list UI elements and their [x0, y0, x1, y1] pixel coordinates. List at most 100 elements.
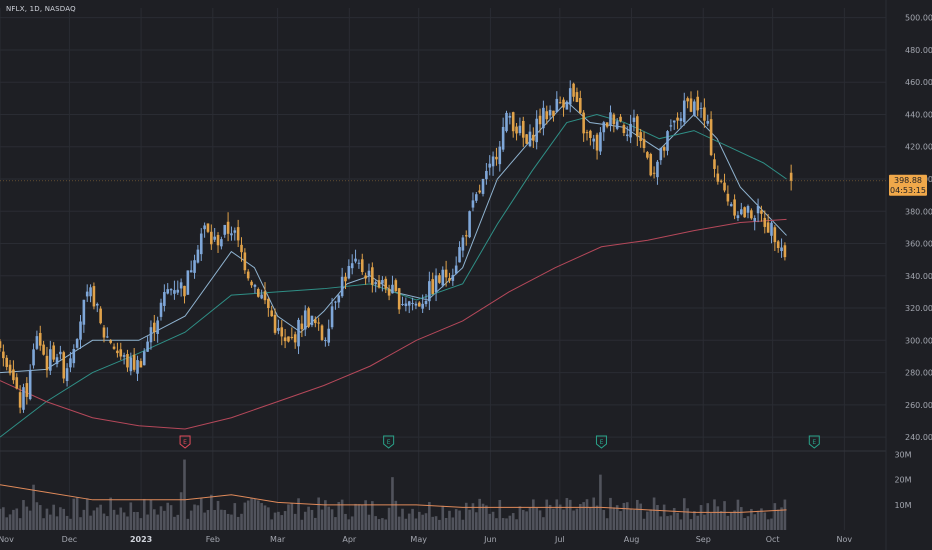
candle-body	[159, 302, 163, 317]
candle-body	[116, 350, 119, 354]
volume-bar	[35, 502, 39, 530]
volume-bar	[199, 498, 203, 530]
volume-bar	[243, 502, 247, 530]
candle-body	[65, 368, 69, 381]
candle-body	[42, 344, 45, 355]
volume-bar	[669, 515, 673, 530]
volume-bar	[52, 504, 55, 530]
candle-body	[220, 239, 223, 247]
volume-bar	[652, 497, 656, 530]
volume-bar	[696, 515, 699, 530]
volume-bar	[85, 498, 89, 530]
volume-bar	[293, 513, 297, 530]
volume-bar	[317, 497, 320, 530]
candle-body	[756, 205, 760, 214]
volume-bar	[528, 507, 532, 530]
candle-body	[142, 351, 146, 366]
volume-tick-label: 20M	[894, 476, 911, 485]
candle-body	[666, 131, 669, 151]
symbol-title[interactable]: NFLX, 1D, NASDAQ	[6, 5, 76, 13]
volume-bar	[756, 510, 760, 530]
volume-bar	[706, 503, 710, 530]
candle-body	[314, 319, 317, 324]
volume-bar	[287, 504, 290, 530]
countdown-value: 04:53:15	[890, 186, 926, 195]
volume-bar	[723, 501, 726, 530]
volume-bar	[421, 514, 424, 530]
volume-bar	[25, 506, 29, 530]
candle-body	[367, 270, 371, 276]
volume-bar	[256, 500, 260, 530]
candle-body	[682, 100, 686, 123]
candle-body	[498, 146, 502, 165]
candle-body	[193, 260, 196, 273]
price-tick-label: 360.00	[905, 240, 932, 249]
candle-body	[381, 280, 384, 284]
candle-body	[776, 241, 780, 249]
candle-body	[320, 325, 324, 340]
volume-bar	[542, 517, 545, 530]
volume-bar	[672, 507, 676, 530]
candle-body	[330, 306, 334, 328]
volume-bar	[589, 507, 592, 530]
price-tick-label: 260.00	[905, 401, 932, 410]
volume-bar	[770, 518, 773, 530]
volume-bar	[173, 516, 176, 530]
volume-bar	[303, 511, 307, 530]
candle-body	[572, 83, 575, 97]
price-tick-label: 460.00	[905, 78, 932, 87]
volume-bar	[592, 497, 596, 530]
volume-bar	[122, 512, 126, 530]
volume-bar	[12, 509, 15, 530]
candle-body	[12, 369, 15, 381]
candle-body	[659, 147, 663, 161]
volume-bar	[136, 512, 139, 530]
candle-body	[414, 303, 418, 306]
candle-body	[444, 269, 448, 278]
volume-bar	[18, 518, 22, 530]
volume-bar	[270, 519, 273, 530]
ma-line-1	[0, 113, 787, 438]
candle-body	[424, 300, 428, 305]
candle-body	[52, 345, 55, 360]
candle-body	[340, 276, 344, 297]
volume-bar	[468, 509, 471, 530]
time-tick-label: Aug	[624, 535, 640, 544]
candle-body	[139, 361, 143, 368]
candle-body	[256, 289, 260, 297]
volume-bar	[384, 519, 388, 530]
volume-bar	[374, 516, 377, 530]
candle-body	[451, 275, 455, 281]
candle-body	[126, 354, 129, 368]
volume-bar	[223, 509, 227, 530]
candle-body	[706, 121, 710, 124]
volume-bar	[488, 513, 492, 530]
volume-bar	[15, 508, 19, 530]
candle-body	[136, 360, 139, 374]
volume-bar	[206, 510, 210, 530]
candle-body	[394, 280, 398, 291]
volume-bar	[776, 509, 780, 530]
candle-body	[119, 349, 123, 357]
volume-bar	[632, 509, 636, 530]
candle-body	[310, 315, 314, 326]
candle-body	[770, 222, 773, 236]
candle-body	[441, 269, 445, 286]
volume-bar	[740, 507, 743, 530]
candle-body	[518, 125, 522, 134]
candle-body	[263, 291, 267, 301]
candle-body	[656, 161, 659, 178]
volume-bar	[220, 509, 223, 530]
candle-body	[488, 163, 492, 168]
candle-body	[95, 303, 99, 306]
candle-body	[283, 337, 287, 342]
candle-body	[213, 236, 216, 240]
volume-bar	[515, 519, 518, 530]
candle-body	[568, 88, 572, 105]
candle-body	[552, 110, 555, 116]
candle-body	[317, 322, 320, 324]
candle-body	[246, 271, 250, 279]
last-price-tag	[889, 174, 927, 196]
candle-body	[468, 211, 471, 238]
